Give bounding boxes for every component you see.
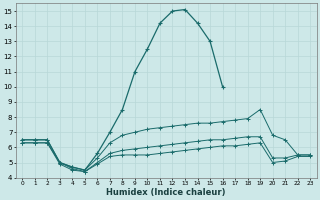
X-axis label: Humidex (Indice chaleur): Humidex (Indice chaleur) (107, 188, 226, 197)
